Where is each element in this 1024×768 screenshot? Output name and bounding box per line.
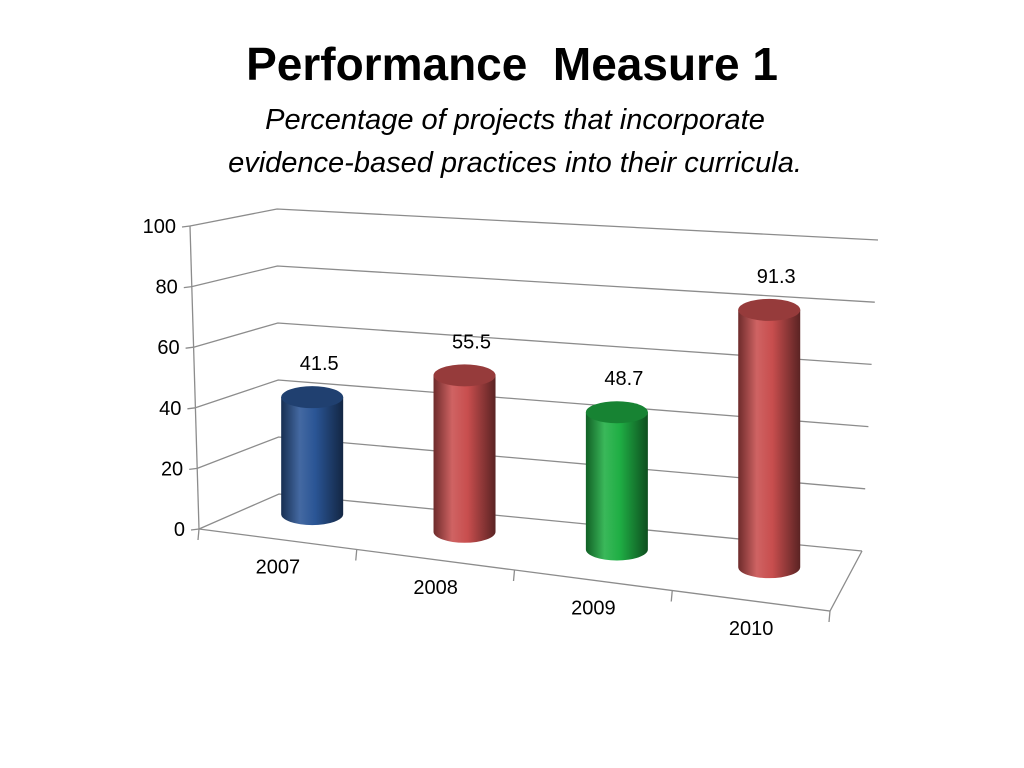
x-axis-tick-label: 2010 xyxy=(729,618,774,640)
y-axis-tick xyxy=(187,408,195,409)
bar-body xyxy=(586,412,648,560)
data-label: 55.5 xyxy=(452,331,491,353)
y-axis-tick-label: 20 xyxy=(161,458,183,480)
bar-top xyxy=(434,364,496,386)
bar-top xyxy=(738,299,800,321)
x-axis-tick-label: 2009 xyxy=(571,597,616,619)
x-axis-tick-label: 2007 xyxy=(256,556,301,578)
data-label: 48.7 xyxy=(604,368,643,390)
y-axis-tick-label: 40 xyxy=(159,398,181,420)
chart-walls xyxy=(190,209,279,529)
bar-top xyxy=(281,386,343,408)
data-label: 41.5 xyxy=(300,353,339,375)
x-axis-tick xyxy=(356,550,357,561)
data-label: 91.3 xyxy=(757,266,796,288)
bar-2008 xyxy=(434,364,496,542)
x-axis-tick xyxy=(514,570,515,581)
bar-body xyxy=(434,375,496,542)
y-axis-tick-label: 60 xyxy=(157,337,179,359)
bar-top xyxy=(586,401,648,423)
x-axis-tick xyxy=(829,611,830,622)
x-axis-tick-labels: 2007 2008 2009 2010 xyxy=(256,556,774,640)
y-axis-tick xyxy=(184,287,192,288)
y-axis-tick-label: 100 xyxy=(143,216,176,238)
x-axis-tick-label: 2008 xyxy=(413,577,458,599)
x-axis-tick xyxy=(198,529,199,540)
y-axis-tick xyxy=(189,468,197,469)
gridline xyxy=(190,209,878,240)
bar-body xyxy=(281,397,343,525)
y-axis-tick-label: 0 xyxy=(174,519,185,541)
y-axis-tick xyxy=(186,347,194,348)
y-axis-tick xyxy=(182,226,190,227)
bar-2010 xyxy=(738,299,800,578)
bar-2009 xyxy=(586,401,648,560)
bar-body xyxy=(738,310,800,578)
y-axis-tick-labels: 0 20 40 60 80 100 xyxy=(143,216,185,541)
y-axis-tick xyxy=(191,529,199,530)
y-axis-tick-label: 80 xyxy=(156,277,178,299)
side-wall xyxy=(190,209,279,529)
data-labels: 41.5 55.5 48.7 91.3 xyxy=(300,266,796,390)
x-axis-tick xyxy=(671,591,672,602)
bar-2007 xyxy=(281,386,343,525)
